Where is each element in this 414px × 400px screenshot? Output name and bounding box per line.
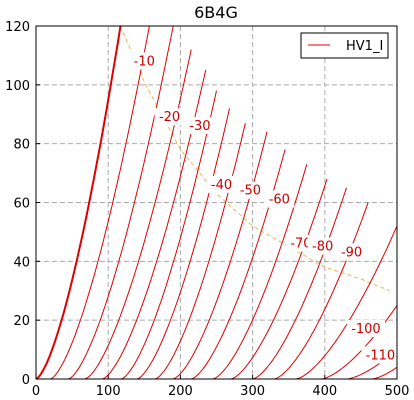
curve-label: -60 bbox=[269, 193, 290, 208]
curve-label-bg bbox=[129, 52, 160, 70]
y-tick-label: 80 bbox=[13, 138, 30, 153]
plate-curve bbox=[321, 305, 398, 380]
y-tick-label: 0 bbox=[22, 373, 30, 388]
curve-label: -20 bbox=[159, 110, 180, 125]
plate-curve bbox=[274, 202, 369, 380]
y-tick-label: 120 bbox=[5, 20, 30, 35]
curve-label-bg bbox=[307, 237, 338, 255]
legend: HV1_I bbox=[300, 32, 389, 59]
plate-curve bbox=[295, 225, 398, 380]
x-tick-label: 300 bbox=[240, 384, 265, 399]
plate-curve bbox=[102, 69, 207, 380]
y-tick-label: 100 bbox=[5, 79, 30, 94]
x-tick-label: 100 bbox=[96, 384, 121, 399]
y-tick-label: 40 bbox=[13, 255, 30, 270]
curve-label-bg bbox=[361, 346, 400, 364]
curve-label-bg bbox=[346, 319, 385, 337]
x-tick-label: 200 bbox=[168, 384, 193, 399]
y-tick-label: 20 bbox=[13, 314, 30, 329]
curve-labels: -10 -20 -30 -40 -50 -60 -70 -80 -90 -100 -110 bbox=[129, 52, 400, 364]
y-tick-label: 60 bbox=[13, 197, 30, 212]
curve-label-bg bbox=[154, 108, 185, 126]
chart-title: 6B4G bbox=[194, 3, 238, 22]
curve-label: -10 bbox=[134, 54, 155, 69]
curve-label-bg bbox=[206, 175, 237, 193]
curve-label-bg bbox=[264, 190, 295, 208]
grid-lines bbox=[36, 26, 397, 379]
curve-label-bg bbox=[235, 181, 266, 199]
curve-label: -70 bbox=[290, 237, 311, 252]
plate-curve bbox=[50, 25, 150, 380]
curve-label: -50 bbox=[240, 184, 261, 199]
axes: 0 100 200 300 400 500 0 20 40 60 80 100 120 bbox=[5, 20, 409, 399]
x-tick-label: 0 bbox=[32, 384, 40, 399]
x-tick-label: 500 bbox=[385, 384, 410, 399]
curve-label: -30 bbox=[189, 119, 210, 134]
plate-curve bbox=[230, 178, 328, 380]
plate-curve bbox=[212, 164, 308, 380]
curve-label: -110 bbox=[366, 348, 396, 363]
curve-label: -100 bbox=[351, 322, 381, 337]
curve-label: -80 bbox=[312, 240, 333, 255]
load-line-path bbox=[120, 25, 390, 292]
plate-curve bbox=[120, 90, 217, 380]
curve-label-bg bbox=[336, 243, 367, 261]
plate-curve bbox=[371, 366, 398, 380]
legend-entry-label: HV1_I bbox=[346, 39, 383, 54]
x-tick-label: 400 bbox=[312, 384, 337, 399]
curve-label-bg bbox=[184, 117, 215, 135]
plate-curve bbox=[35, 25, 122, 380]
plate-curve bbox=[84, 49, 192, 380]
curve-label: -90 bbox=[341, 246, 362, 261]
plate-curve bbox=[136, 108, 230, 380]
curve-label: -40 bbox=[211, 178, 232, 193]
plate-curve bbox=[252, 187, 347, 380]
load-line bbox=[120, 25, 390, 292]
